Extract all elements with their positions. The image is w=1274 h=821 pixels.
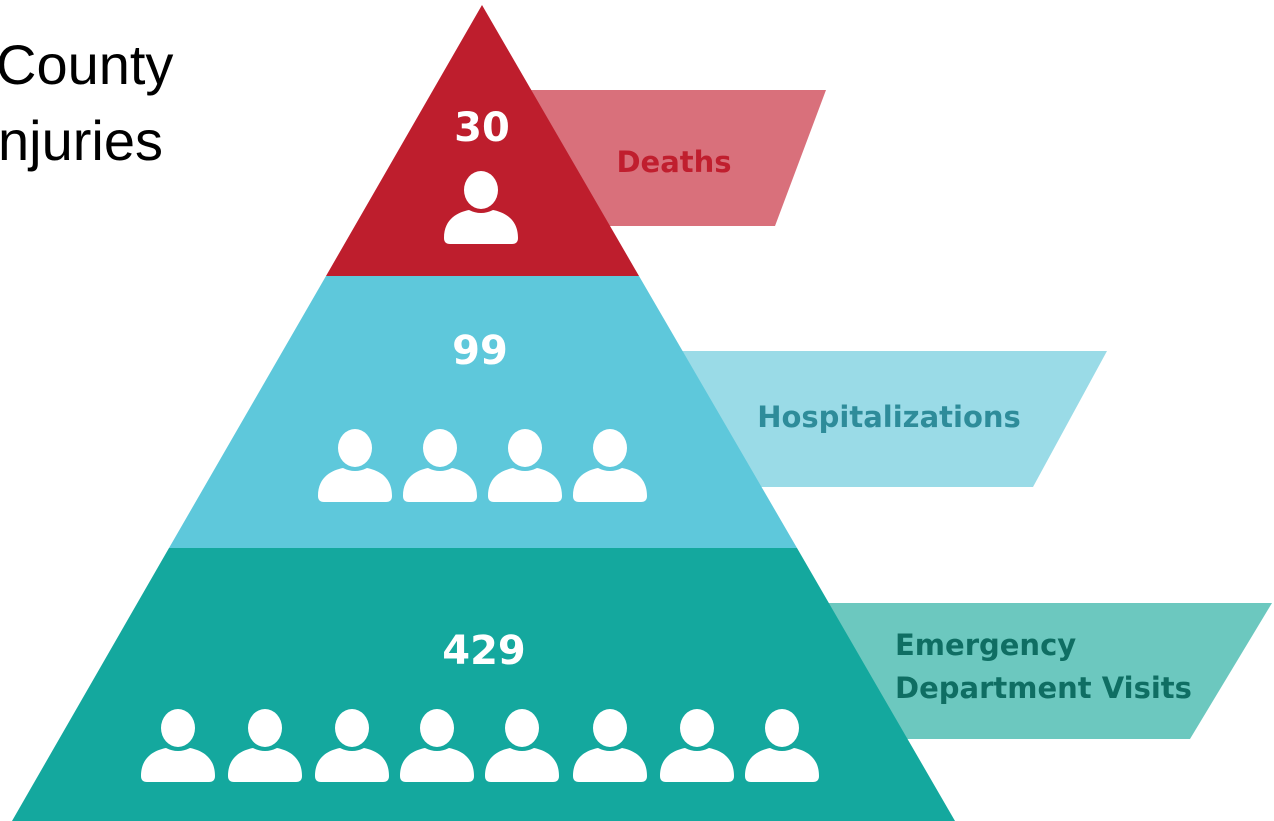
title-line: njuries xyxy=(0,109,163,172)
title-line: County xyxy=(0,33,173,96)
level-label: Emergency xyxy=(895,628,1076,662)
ribbon xyxy=(800,603,1272,739)
count: 30 xyxy=(454,105,510,151)
pyramid-band xyxy=(169,276,797,548)
ribbon xyxy=(520,90,826,226)
pyramid-band xyxy=(326,5,639,276)
level-label: Department Visits xyxy=(895,671,1192,705)
level-label: Hospitalizations xyxy=(757,400,1021,434)
level-label: Deaths xyxy=(616,145,731,179)
count: 99 xyxy=(452,328,508,374)
count: 429 xyxy=(442,628,526,674)
ribbon xyxy=(660,351,1107,487)
